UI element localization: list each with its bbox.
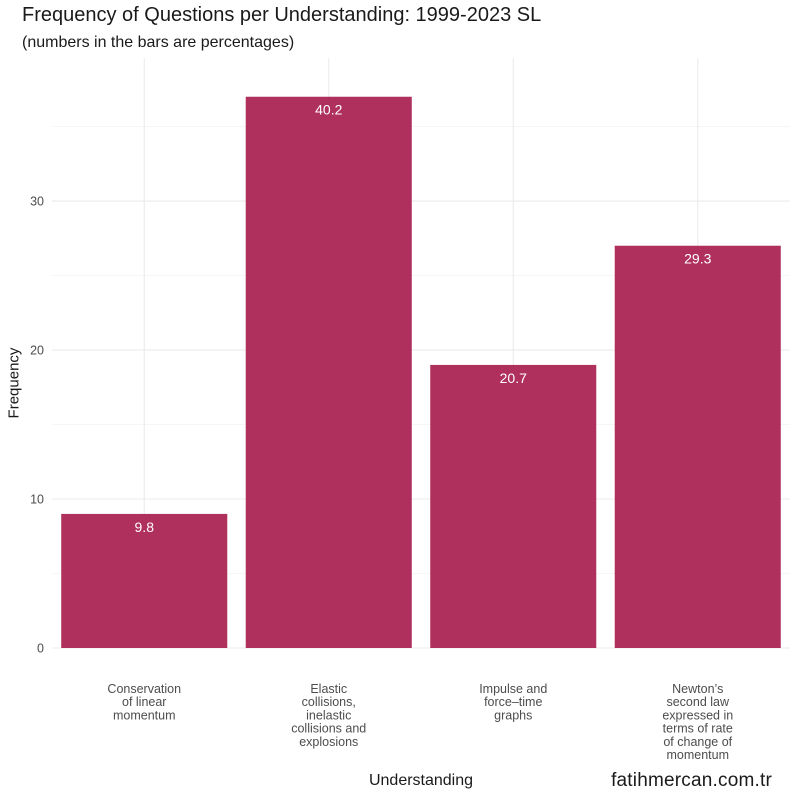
x-axis-label: Understanding [368, 772, 474, 789]
y-tick-label: 10 [30, 493, 44, 507]
watermark-text: fatihmercan.com.tr [611, 770, 772, 791]
chart-subtitle: (numbers in the bars are percentages) [22, 34, 295, 51]
bar-percent-label: 9.8 [135, 519, 155, 535]
x-tick-label: Conservation of linear momentum [107, 682, 181, 722]
y-axis-ticks: 0 10 20 30 [30, 195, 44, 656]
bar [430, 364, 597, 648]
bar-percent-label: 29.3 [684, 251, 711, 267]
chart-title: Frequency of Questions per Understanding… [22, 4, 542, 26]
bar-percent-label: 20.7 [500, 370, 527, 386]
x-tick-label: Impulse and force–time graphs [479, 682, 547, 722]
bars: 9.8 40.2 20.7 29.3 [61, 96, 781, 649]
bar [614, 245, 781, 648]
y-tick-label: 0 [37, 642, 44, 656]
bar [61, 513, 228, 648]
y-tick-label: 30 [30, 195, 44, 209]
bar-percent-label: 40.2 [315, 102, 342, 118]
y-tick-label: 20 [30, 344, 44, 358]
y-axis-label: Frequency [5, 347, 23, 419]
x-tick-label: Elastic collisions, inelastic collisions an… [291, 682, 366, 749]
x-axis-ticks: Conservation of linear momentum Elastic coll… [107, 682, 733, 762]
x-tick-label: Newton’s second law expressed in terms of r… [662, 682, 733, 762]
bar [245, 96, 412, 649]
